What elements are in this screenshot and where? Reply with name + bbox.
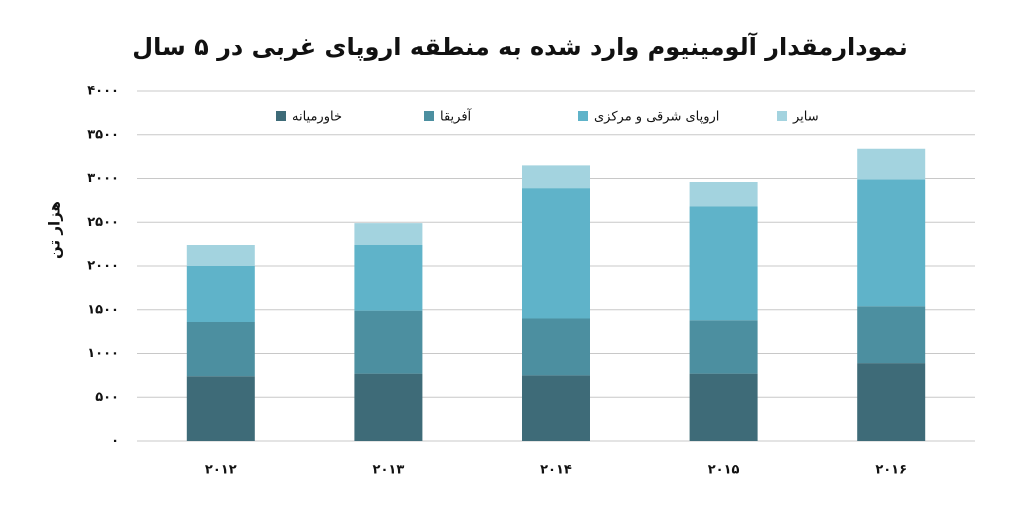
- bar-segment: [186, 376, 255, 441]
- legend-label: خاورمیانه: [292, 110, 342, 125]
- y-tick-label: ۰: [111, 434, 119, 449]
- bar-segment: [857, 179, 926, 307]
- x-tick-label: ۲۰۱۴: [540, 463, 572, 478]
- y-tick-label: ۵۰۰: [95, 390, 119, 405]
- bar-segment: [354, 223, 423, 245]
- bar-segment: [689, 206, 758, 321]
- bar-segment: [354, 310, 423, 374]
- legend-label: سایر: [792, 110, 819, 125]
- bar-segment: [689, 182, 758, 207]
- legend-label: اروپای شرقی و مرکزی: [594, 110, 719, 125]
- y-tick-label: ۲۵۰۰: [87, 215, 119, 230]
- legend-swatch: [276, 111, 286, 121]
- y-tick-label: ۳۰۰۰: [87, 171, 119, 186]
- chart-title: نمودارمقدار آلومینیوم وارد شده به منطقه …: [132, 32, 907, 61]
- bar-segment: [522, 375, 590, 441]
- x-tick-label: ۲۰۱۲: [205, 463, 237, 478]
- y-tick-label: ۴۰۰۰: [87, 84, 119, 99]
- bar-segment: [689, 373, 758, 441]
- y-tick-label: ۲۰۰۰: [87, 259, 119, 274]
- y-axis-label: هزار تن: [46, 201, 64, 259]
- bar-segment: [186, 266, 255, 322]
- x-tick-label: ۲۰۱۳: [373, 463, 405, 478]
- x-tick-label: ۲۰۱۵: [708, 463, 740, 478]
- y-tick-label: ۱۰۰۰: [87, 346, 119, 361]
- bar-segment: [186, 245, 255, 266]
- bar-segment: [522, 188, 590, 319]
- bar-segment: [522, 318, 590, 376]
- bar-segment: [522, 165, 590, 189]
- bar-segment: [186, 322, 255, 377]
- legend-label: آفریقا: [440, 108, 473, 125]
- y-tick-label: ۱۵۰۰: [87, 302, 119, 317]
- legend-swatch: [578, 111, 588, 121]
- bar-segment: [857, 148, 926, 180]
- bar-segment: [857, 363, 926, 441]
- y-tick-label: ۳۵۰۰: [87, 127, 119, 142]
- bar-segment: [354, 245, 423, 311]
- bar-segment: [354, 373, 423, 441]
- bar-segment: [857, 306, 926, 364]
- x-tick-label: ۲۰۱۶: [875, 463, 907, 478]
- legend-swatch: [777, 111, 787, 121]
- bar-segment: [689, 320, 758, 374]
- legend-swatch: [424, 111, 434, 121]
